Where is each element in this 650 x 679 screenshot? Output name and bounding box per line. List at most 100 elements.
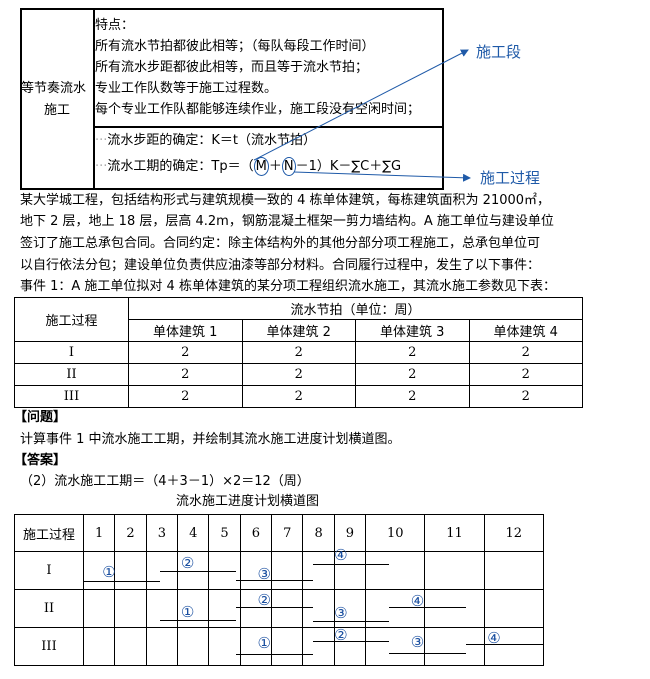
formula-suffix: －1）K－∑C＋∑G: [295, 159, 402, 174]
gantt-bar: [159, 620, 237, 621]
gantt-bar: [312, 621, 390, 622]
gantt-bar: [389, 653, 466, 654]
gantt-period: 9: [333, 514, 367, 552]
gantt-period: 5: [208, 514, 241, 552]
param-group-header: 流水节拍（单位：周）: [128, 297, 583, 320]
feature-line: 所有流水步距都彼此相等，而且等于流水节拍；: [95, 60, 369, 75]
gantt-bar-label: ④: [410, 592, 425, 610]
gantt-bar-label: ③: [257, 565, 271, 583]
table-row: I 2 2 2 2: [14, 341, 583, 364]
annotation-segment: 施工段: [476, 43, 522, 61]
param-value: 2: [355, 341, 470, 364]
gantt-bar: [83, 581, 160, 582]
param-column-header: 单体建筑 4: [468, 319, 583, 342]
gantt-bar-label: ②: [257, 591, 271, 609]
gantt-period: 2: [114, 514, 147, 552]
gantt-period: 8: [302, 514, 335, 552]
formula-m: M: [253, 157, 269, 176]
param-value: 2: [128, 341, 243, 364]
param-value: 2: [468, 385, 583, 408]
gantt-bar: [389, 607, 466, 608]
gantt-bar-label: ①: [180, 603, 195, 621]
feature-line: 特点：: [95, 18, 135, 33]
formula-plus: ＋: [268, 159, 282, 174]
paragraph-line: 某大学城工程，包括结构形式与建筑规模一致的 4 栋单体建筑，每栋建筑面积为 21…: [20, 193, 551, 208]
gantt-bar: [236, 607, 313, 608]
gantt-row: II: [14, 589, 545, 628]
param-value: 2: [241, 385, 356, 408]
gantt-period: 1: [82, 514, 116, 552]
annotation-arrows: [253, 49, 471, 182]
question-heading: 【问题】: [14, 410, 67, 425]
gantt-bar-label: ②: [180, 554, 195, 572]
gantt-process: I: [14, 551, 84, 590]
gantt-bar-label: ④: [487, 629, 501, 647]
param-value: 2: [468, 341, 583, 364]
gantt-period: 11: [424, 514, 485, 552]
gantt-title: 流水施工进度计划横道图: [176, 494, 320, 509]
gantt-process-header: 施工过程: [14, 514, 84, 552]
summary-divider-vertical: [93, 8, 95, 190]
gantt-period: 6: [239, 514, 273, 552]
paragraph-line: 事件 1：A 施工单位拟对 4 栋单体建筑的某分项工程组织流水施工，其流水施工参…: [20, 279, 556, 294]
param-column-header: 单体建筑 2: [241, 319, 356, 342]
annotation-process: 施工过程: [480, 169, 541, 187]
feature-line: 所有流水节拍都彼此相等；（每队每段工作时间）: [95, 39, 375, 54]
gantt-bar-label: ③: [334, 604, 348, 622]
formula-step: ···流水步距的确定：K＝t（流水节拍）: [95, 133, 317, 148]
gantt-process: II: [14, 589, 84, 628]
gantt-row: III: [14, 627, 545, 666]
feature-line: 每个专业工作队都能够连续作业，施工段没有空闲时间；: [95, 102, 421, 117]
gantt-bar: [466, 644, 543, 645]
arrow-to-process: [293, 171, 471, 182]
summary-left-label-2: 施工: [44, 103, 71, 118]
gantt-row: I: [14, 551, 545, 590]
formula-step-text: 流水步距的确定：K＝t（流水节拍）: [107, 133, 317, 148]
table-row: III 2 2 2 2: [14, 385, 583, 408]
param-process-header: 施工过程: [14, 297, 129, 342]
feature-line: 专业工作队数等于施工过程数。: [95, 81, 278, 96]
gantt-period: 12: [483, 514, 545, 552]
gantt-bar-label: ①: [257, 634, 271, 652]
formula-period: ···流水工期的确定：Tp＝（ M ＋ N －1）K－∑C＋∑G: [95, 157, 402, 176]
summary-divider-horizontal: [93, 126, 444, 128]
summary-left-label-1: 等节奏流水: [21, 81, 87, 96]
gantt-bar: [236, 580, 313, 581]
answer-text: （2）流水施工工期＝（4＋3－1）×2＝12（周）: [20, 474, 310, 489]
param-table: 施工过程 流水节拍（单位：周） 单体建筑 1 单体建筑 2 单体建筑 3 单体建…: [14, 297, 583, 408]
param-process: III: [14, 385, 129, 408]
paragraph-line: 以自行依法分包；建设单位负责供应油漆等部分材料。合同履行过程中，发生了以下事件：: [20, 258, 541, 273]
param-value: 2: [241, 363, 356, 386]
param-process: I: [14, 341, 129, 364]
gantt-period: 7: [271, 514, 304, 552]
gantt-period: 4: [177, 514, 210, 552]
formula-n: N: [281, 157, 296, 176]
param-value: 2: [241, 341, 356, 364]
arrow-to-segment: [253, 49, 469, 161]
param-value: 2: [355, 385, 470, 408]
gantt-bar-label: ③: [410, 633, 425, 651]
param-column-header: 单体建筑 3: [355, 319, 470, 342]
gantt-bar: [312, 641, 390, 642]
table-row: II 2 2 2 2: [14, 363, 583, 386]
gantt-process: III: [14, 627, 84, 666]
gantt-period: 3: [145, 514, 179, 552]
gantt-bar: [159, 571, 237, 572]
param-value: 2: [468, 363, 583, 386]
gantt-bar: [312, 564, 390, 565]
summary-table: [20, 8, 444, 190]
answer-heading: 【答案】: [14, 453, 67, 468]
paragraph-line: 地下 2 层，地上 18 层，层高 4.2m，钢筋混凝土框架一剪力墙结构。A 施…: [20, 214, 554, 229]
gantt-period: 10: [365, 514, 426, 552]
formula-prefix: 流水工期的确定：Tp＝（: [107, 159, 254, 174]
gantt-bar-label: ②: [334, 626, 348, 644]
param-value: 2: [128, 385, 243, 408]
gantt-bar-label: ④: [334, 546, 348, 564]
param-value: 2: [128, 363, 243, 386]
gantt-bar: [236, 654, 313, 655]
param-column-header: 单体建筑 1: [128, 319, 243, 342]
question-text: 计算事件 1 中流水施工工期，并绘制其流水施工进度计划横道图。: [20, 432, 401, 447]
param-value: 2: [355, 363, 470, 386]
gantt-table: 施工过程 1 2 3 4 5 6 7 8 9 10 11 12 I II III: [14, 514, 545, 666]
gantt-bar-label: ①: [102, 563, 116, 581]
